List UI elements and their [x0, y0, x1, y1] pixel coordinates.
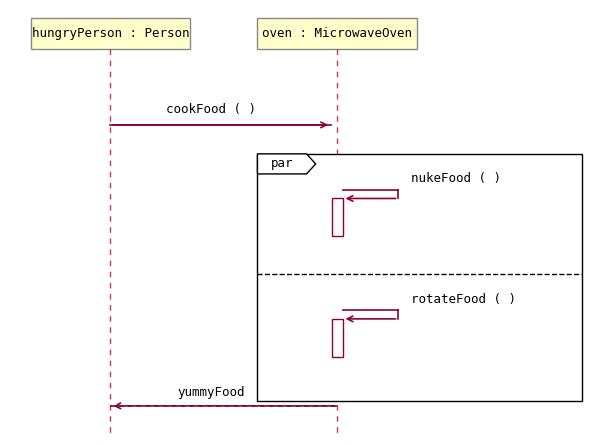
Text: hungryPerson : Person: hungryPerson : Person	[32, 27, 189, 40]
Bar	[257, 154, 582, 401]
Text: par: par	[271, 157, 293, 170]
Bar	[332, 319, 343, 357]
FancyBboxPatch shape	[257, 18, 417, 49]
Text: cookFood ( ): cookFood ( )	[167, 103, 256, 116]
Text: rotateFood ( ): rotateFood ( )	[411, 293, 516, 306]
Text: oven : MicrowaveOven: oven : MicrowaveOven	[262, 27, 412, 40]
FancyBboxPatch shape	[31, 18, 190, 49]
Polygon shape	[257, 154, 316, 174]
Text: nukeFood ( ): nukeFood ( )	[411, 172, 501, 185]
Bar	[332, 198, 343, 236]
Text: yummyFood: yummyFood	[178, 386, 245, 399]
